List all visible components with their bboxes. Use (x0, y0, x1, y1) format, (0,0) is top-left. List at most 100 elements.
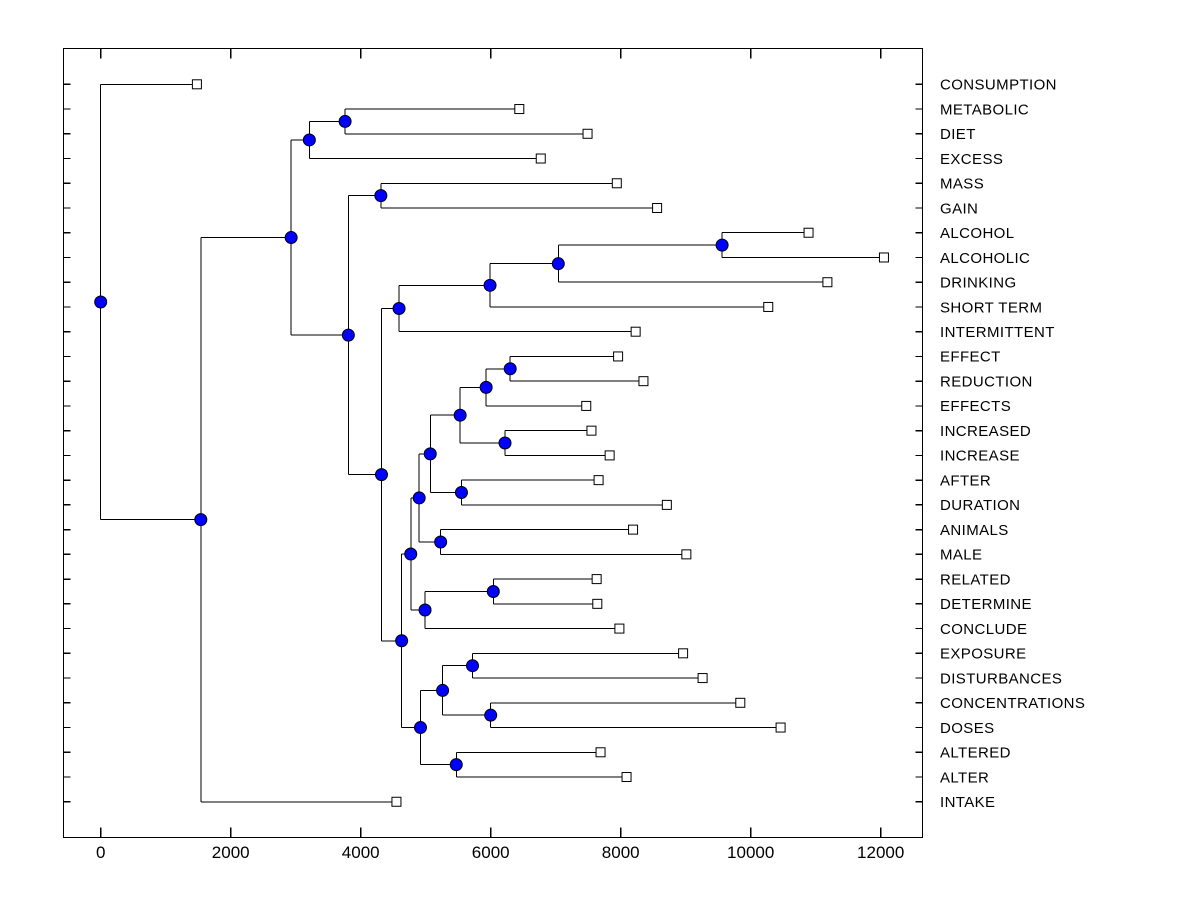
cluster-node-marker (453, 408, 467, 422)
cluster-node-marker (395, 634, 409, 648)
leaf-marker (652, 203, 663, 213)
x-tick-label: 4000 (342, 843, 380, 862)
leaf-label: MALE (940, 547, 982, 564)
cluster-node-marker (374, 189, 388, 203)
cluster-node-marker (338, 114, 352, 128)
leaf-marker (678, 648, 689, 659)
cluster-node-markers (94, 114, 729, 772)
cluster-node-marker (484, 708, 498, 722)
leaf-marker (581, 400, 592, 411)
cluster-node-marker (715, 238, 729, 252)
cluster-node-marker (449, 758, 463, 772)
x-tick-label: 0 (96, 843, 105, 862)
leaf-label: INCREASE (940, 448, 1020, 465)
cluster-node-marker (483, 278, 497, 292)
x-tick-label: 8000 (602, 843, 640, 862)
leaf-marker (611, 178, 622, 189)
leaf-label: CONSUMPTION (940, 77, 1057, 94)
cluster-node-marker (418, 603, 432, 617)
cluster-node-marker (302, 133, 316, 147)
leaf-label: EXPOSURE (940, 646, 1027, 663)
leaf-marker (613, 351, 624, 362)
leaf-label: ANIMALS (940, 522, 1009, 539)
cluster-node-marker (486, 584, 500, 598)
leaf-marker (614, 623, 625, 634)
leaf-marker (391, 796, 402, 807)
leaf-marker (582, 128, 593, 139)
leaf-marker (591, 574, 602, 585)
cluster-node-marker (454, 486, 468, 500)
cluster-node-marker (434, 535, 448, 549)
leaf-marker (621, 772, 632, 783)
axes-box (62, 47, 924, 839)
leaf-label: DOSES (940, 720, 995, 737)
leaf-label: SHORT TERM (940, 299, 1042, 316)
leaf-label: DURATION (940, 497, 1020, 514)
cluster-node-marker (392, 302, 406, 316)
leaf-marker (630, 326, 641, 337)
leaf-label: INTAKE (940, 794, 995, 811)
leaf-label: DETERMINE (940, 596, 1032, 613)
cluster-node-marker (551, 257, 565, 271)
leaf-label: MASS (940, 176, 984, 193)
leaf-label: INTERMITTENT (940, 324, 1055, 341)
leaf-marker (191, 79, 202, 90)
cluster-node-marker (341, 328, 355, 342)
cluster-node-marker (375, 468, 388, 482)
leaf-marker (735, 697, 746, 708)
leaf-marker (822, 277, 833, 288)
leaf-marker (697, 673, 708, 684)
leaf-marker (628, 524, 639, 535)
leaf-marker (595, 747, 606, 758)
x-tick-label: 12000 (857, 843, 904, 862)
leaf-marker (593, 475, 604, 486)
leaf-label: ALCOHOL (940, 225, 1015, 242)
cluster-node-marker (503, 362, 517, 376)
plot-border (62, 47, 924, 839)
leaf-label: DIET (940, 126, 976, 143)
leaf-label: EFFECT (940, 349, 1001, 366)
x-tick-label: 10000 (727, 843, 774, 862)
leaf-marker (803, 227, 814, 238)
cluster-node-marker (466, 659, 479, 673)
leaf-marker (681, 549, 692, 560)
leaf-marker (592, 598, 603, 609)
leaf-label: AFTER (940, 472, 991, 489)
leaf-label: RELATED (940, 571, 1011, 588)
leaf-label: ALTER (940, 769, 989, 786)
leaf-label: REDUCTION (940, 373, 1033, 390)
leaf-marker (586, 425, 597, 436)
leaf-marker (763, 301, 774, 312)
cluster-node-marker (284, 231, 298, 245)
leaf-label: CONCLUDE (940, 621, 1027, 638)
leaf-label: GAIN (940, 200, 978, 217)
x-tick-label: 6000 (472, 843, 510, 862)
cluster-node-marker (479, 380, 493, 394)
tree-links (100, 83, 884, 803)
cluster-node-marker (412, 491, 426, 505)
cluster-node-marker (194, 513, 208, 527)
leaf-label: EXCESS (940, 151, 1003, 168)
leaf-label: METABOLIC (940, 101, 1029, 118)
leaf-label: ALCOHOLIC (940, 250, 1030, 267)
cluster-node-marker (498, 436, 512, 450)
leaf-label: CONCENTRATIONS (940, 695, 1085, 712)
cluster-node-marker (436, 683, 450, 697)
leaf-marker (604, 450, 615, 461)
leaf-marker (514, 104, 525, 115)
leaf-label: ALTERED (940, 745, 1011, 762)
cluster-node-marker (404, 547, 418, 561)
leaf-label: INCREASED (940, 423, 1031, 440)
leaf-label: DRINKING (940, 275, 1017, 292)
leaf-markers (191, 79, 889, 807)
leaf-marker (775, 722, 786, 733)
leaf-marker (878, 252, 889, 263)
leaf-label: DISTURBANCES (940, 670, 1062, 687)
leaf-marker (535, 153, 546, 164)
cluster-node-marker (94, 295, 108, 309)
leaf-marker (661, 499, 672, 510)
leaf-label: EFFECTS (940, 398, 1011, 415)
cluster-node-marker (414, 721, 427, 735)
leaf-marker (638, 376, 649, 387)
